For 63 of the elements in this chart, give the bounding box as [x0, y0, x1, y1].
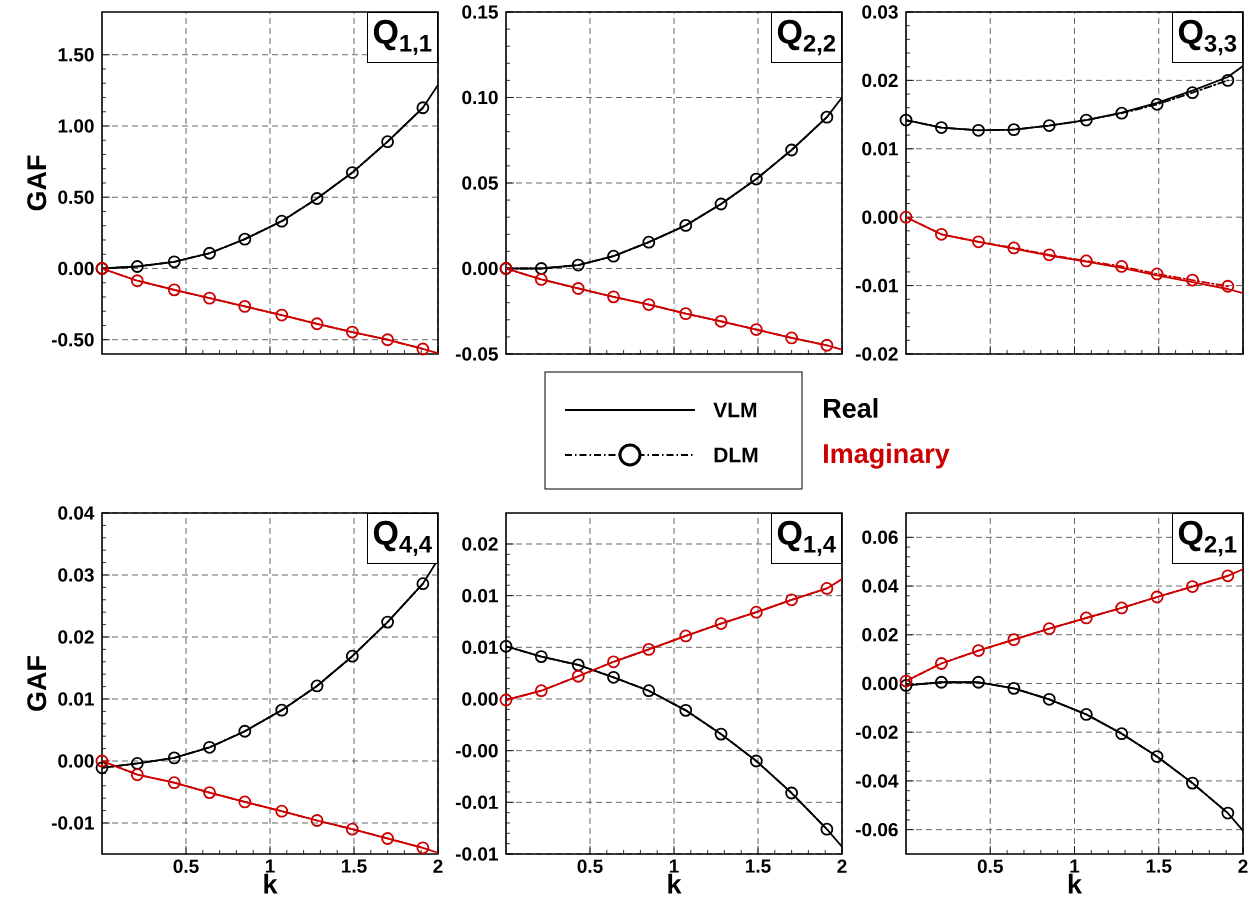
y-tick-label: 0.15: [462, 5, 498, 19]
x-tick-label: 0.5: [977, 859, 1003, 873]
y-tick-label: 0.01: [462, 588, 498, 603]
y-tick-label: 0.01: [462, 640, 498, 655]
y-tick-label: 0.02: [58, 630, 94, 644]
y-axis-title: GAF: [27, 155, 47, 211]
y-tick-label: 0.00: [462, 692, 498, 706]
y-tick-label: -0.05: [455, 347, 498, 361]
y-tick-label: -0.04: [855, 774, 899, 788]
y-tick-label: -0.50: [51, 333, 94, 347]
y-tick-label: 0.02: [862, 73, 898, 88]
x-tick-label: 0.5: [173, 859, 199, 873]
y-tick-label: -0.06: [855, 822, 898, 837]
x-axis-title: k: [264, 873, 278, 894]
x-tick-label: 2: [433, 859, 443, 873]
y-tick-label: 0.50: [58, 190, 94, 204]
y-tick-label: 0.01: [58, 692, 94, 706]
y-tick-label: 0.04: [862, 579, 899, 593]
chart-title: Q$_{1,1}$: [373, 19, 432, 56]
y-tick-label: 0.03: [862, 5, 898, 19]
y-tick-label: 0.00: [862, 676, 898, 691]
chart-title: Q$_{4,4}$: [373, 520, 432, 557]
y-tick-label: -0.02: [855, 347, 898, 361]
y-tick-label: 0.00: [462, 261, 498, 276]
x-tick-label: 1: [1070, 859, 1080, 873]
y-tick-label: 0.06: [862, 530, 898, 545]
y-tick-label: 0.03: [58, 568, 94, 582]
x-tick-label: 2: [1238, 859, 1248, 873]
chart-title: Q$_{2,2}$: [777, 19, 836, 56]
y-tick-label: -0.02: [855, 725, 898, 739]
y-tick-label: -0.01: [455, 847, 498, 861]
y-tick-label: 0.04: [58, 506, 95, 520]
y-axis-title: GAF: [27, 655, 47, 711]
text: VLM: [713, 402, 757, 418]
x-tick-label: 2: [837, 859, 847, 873]
x-tick-label: 0.5: [577, 859, 603, 873]
chart-title: Q$_{2,1}$: [1178, 520, 1237, 557]
x-tick-label: 1.5: [1146, 859, 1172, 873]
y-tick-label: -0.01: [51, 816, 94, 830]
chart-title: Q$_{3,3}$: [1178, 19, 1237, 56]
x-tick-label: 1.5: [341, 859, 367, 873]
x-axis-title: k: [1068, 873, 1083, 894]
y-tick-label: 0.05: [462, 176, 498, 190]
y-tick-label: -0.01: [455, 795, 498, 810]
text: DLM: [714, 447, 758, 463]
y-tick-label: 0.00: [58, 754, 94, 768]
x-axis-title: k: [668, 873, 682, 894]
x-tick-label: 1.5: [745, 859, 771, 873]
y-tick-label: 0.00: [58, 261, 94, 276]
y-tick-label: 0.01: [862, 142, 898, 156]
x-tick-label: 1: [265, 859, 275, 873]
y-tick-label: 1.00: [58, 119, 94, 133]
y-tick-label: -0.01: [855, 278, 898, 293]
y-tick-label: 0.02: [862, 628, 898, 642]
text: Real: [824, 398, 878, 418]
y-tick-label: 0.10: [462, 90, 498, 105]
y-tick-label: 0.00: [862, 210, 898, 224]
chart-title: Q$_{1,4}$: [777, 520, 836, 557]
x-tick-label: 1: [669, 859, 679, 873]
y-tick-label: 1.50: [58, 48, 94, 62]
text: Imaginary: [824, 443, 950, 469]
y-tick-label: 0.02: [462, 537, 498, 551]
y-tick-label: -0.00: [455, 743, 498, 758]
